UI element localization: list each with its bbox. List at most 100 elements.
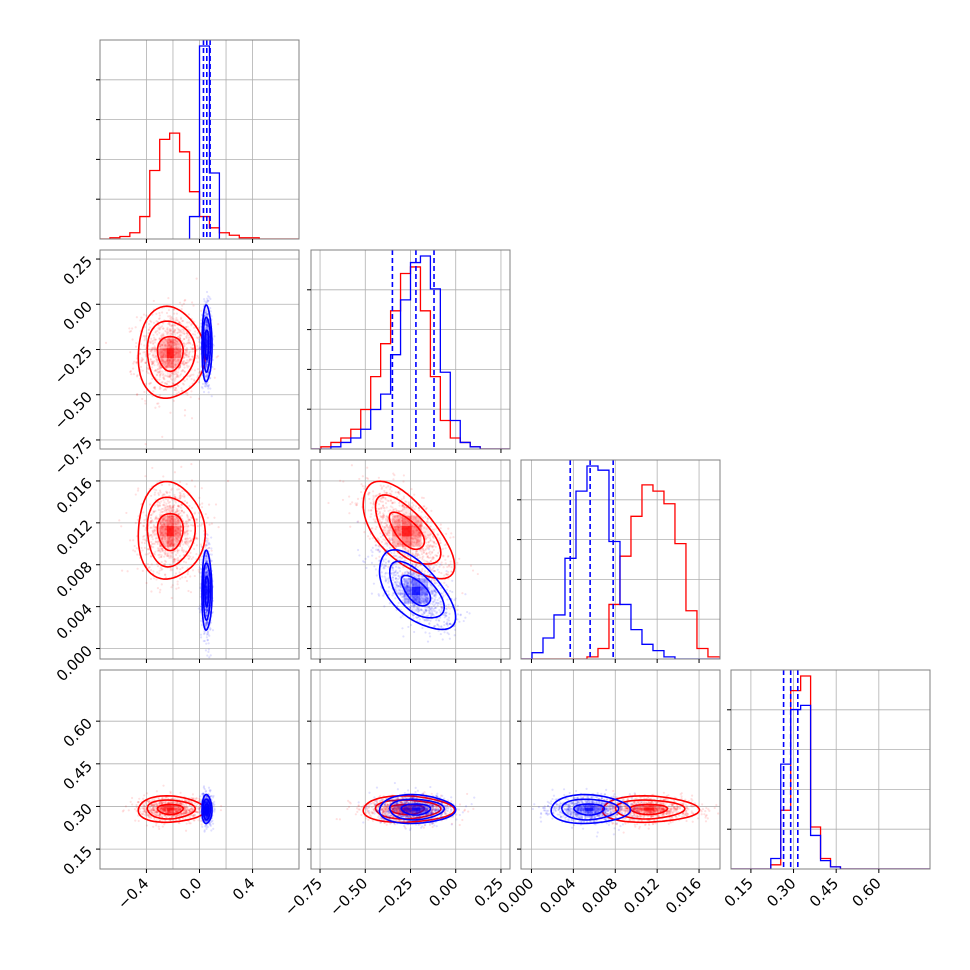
scatter-point bbox=[172, 508, 175, 512]
scatter-point bbox=[194, 537, 197, 540]
scatter-point bbox=[423, 569, 427, 573]
scatter-point bbox=[365, 476, 368, 480]
scatter-point bbox=[158, 366, 161, 369]
contour-line bbox=[201, 304, 213, 383]
scatter-point bbox=[160, 554, 163, 557]
scatter-point bbox=[144, 355, 148, 358]
scatter-point bbox=[174, 572, 178, 575]
scatter-point bbox=[177, 521, 180, 524]
scatter-point bbox=[160, 533, 163, 536]
scatter-point bbox=[446, 573, 449, 576]
scatter-point bbox=[402, 480, 405, 483]
scatter-point bbox=[168, 543, 172, 547]
scatter-point bbox=[206, 569, 209, 572]
scatter-point bbox=[206, 609, 209, 612]
scatter-point bbox=[153, 350, 157, 353]
scatter-point bbox=[190, 378, 193, 381]
scatter-point bbox=[205, 360, 208, 363]
scatter-point bbox=[199, 586, 202, 589]
scatter-point bbox=[158, 569, 161, 572]
scatter-point bbox=[175, 360, 178, 363]
scatter-point bbox=[193, 378, 196, 381]
scatter-point bbox=[393, 501, 396, 504]
scatter-point bbox=[153, 525, 156, 528]
scatter-point bbox=[173, 379, 176, 382]
scatter-point bbox=[367, 535, 370, 538]
scatter-point bbox=[196, 344, 199, 348]
scatter-point bbox=[162, 388, 165, 392]
scatter-point bbox=[176, 567, 179, 570]
scatter-point bbox=[171, 522, 174, 525]
scatter-point bbox=[174, 364, 177, 367]
scatter-point bbox=[140, 316, 143, 319]
scatter-point bbox=[206, 608, 209, 611]
scatter-point bbox=[189, 358, 192, 361]
scatter-point bbox=[157, 362, 161, 365]
scatter-point bbox=[132, 372, 136, 376]
scatter-point bbox=[182, 356, 185, 360]
scatter-point bbox=[168, 344, 171, 347]
scatter-point bbox=[160, 356, 163, 359]
scatter-point bbox=[147, 347, 150, 350]
panel-0-0 bbox=[96, 39, 300, 243]
scatter-point bbox=[383, 575, 386, 578]
scatter-point bbox=[175, 565, 178, 568]
scatter-point bbox=[428, 573, 431, 576]
scatter-point bbox=[206, 313, 209, 316]
scatter-point bbox=[151, 347, 154, 350]
scatter-point bbox=[164, 365, 168, 368]
scatter-point bbox=[391, 502, 394, 505]
scatter-point bbox=[164, 520, 167, 523]
scatter-point bbox=[171, 365, 174, 368]
panel-1-1 bbox=[307, 249, 511, 453]
scatter-point bbox=[175, 340, 179, 343]
scatter-point bbox=[170, 362, 174, 365]
scatter-point bbox=[176, 519, 180, 522]
scatter-point bbox=[190, 479, 194, 482]
scatter-point bbox=[174, 324, 177, 327]
density-cell bbox=[206, 356, 208, 365]
scatter-point bbox=[380, 540, 384, 544]
scatter-point bbox=[191, 350, 194, 353]
scatter-point bbox=[166, 545, 169, 549]
scatter-point bbox=[163, 504, 166, 507]
scatter-point bbox=[204, 571, 207, 575]
scatter-point bbox=[177, 528, 180, 532]
scatter-point bbox=[185, 349, 188, 352]
scatter-point bbox=[204, 385, 207, 388]
scatter-point bbox=[378, 555, 381, 558]
scatter-point bbox=[175, 508, 178, 511]
scatter-point bbox=[140, 541, 144, 544]
scatter-point bbox=[202, 298, 206, 301]
scatter-point bbox=[200, 567, 203, 570]
scatter-point bbox=[163, 506, 167, 510]
scatter-point bbox=[181, 540, 184, 543]
scatter-point bbox=[168, 537, 171, 540]
scatter-point bbox=[172, 543, 175, 546]
scatter-point bbox=[379, 484, 382, 487]
scatter-point bbox=[157, 549, 161, 552]
scatter-point bbox=[176, 374, 179, 377]
scatter-point bbox=[421, 556, 424, 559]
density-cell bbox=[173, 515, 182, 527]
scatter-point bbox=[456, 561, 459, 564]
scatter-point bbox=[153, 385, 157, 389]
scatter-point bbox=[208, 377, 211, 380]
scatter-point bbox=[194, 537, 197, 540]
scatter-point bbox=[184, 362, 187, 365]
scatter-point bbox=[149, 358, 152, 361]
scatter-point bbox=[444, 562, 447, 565]
scatter-point bbox=[206, 609, 209, 612]
scatter-point bbox=[158, 553, 161, 556]
scatter-point bbox=[151, 366, 154, 369]
scatter-point bbox=[205, 313, 208, 317]
scatter-point bbox=[204, 560, 208, 563]
scatter-point bbox=[207, 383, 211, 387]
scatter-point bbox=[448, 637, 451, 640]
scatter-point bbox=[171, 539, 174, 542]
scatter-point bbox=[377, 512, 380, 516]
scatter-point bbox=[170, 541, 174, 544]
scatter-point bbox=[174, 553, 178, 556]
scatter-point bbox=[175, 389, 178, 392]
scatter-point bbox=[186, 537, 189, 540]
